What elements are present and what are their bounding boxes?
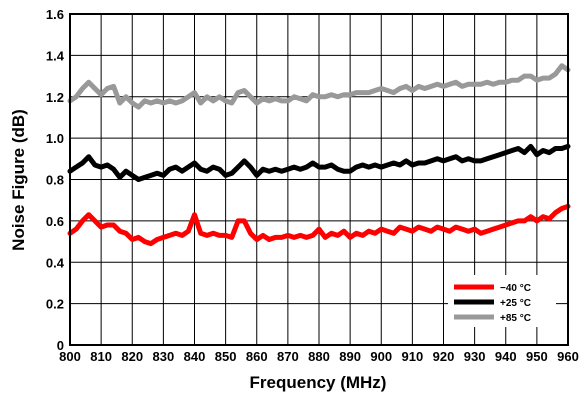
legend: −40 °C +25 °C +85 °C (448, 275, 556, 327)
x-tick-label: 820 (121, 349, 143, 364)
y-tick-label: 0.6 (46, 214, 64, 229)
y-tick-label: 1.2 (46, 90, 64, 105)
y-tick-label: 0.8 (46, 173, 64, 188)
x-tick-labels: 800 810 820 830 840 850 860 870 880 890 900 910 920 9… (59, 349, 579, 364)
series-line-1 (67, 143, 571, 182)
x-tick-label: 810 (90, 349, 112, 364)
x-tick-label: 900 (370, 349, 392, 364)
x-tick-label: 880 (308, 349, 330, 364)
x-tick-label: 840 (184, 349, 206, 364)
series-layer (67, 63, 571, 247)
y-tick-label: 1.4 (46, 48, 65, 63)
x-axis-title: Frequency (MHz) (250, 373, 387, 392)
x-tick-label: 800 (59, 349, 81, 364)
y-tick-labels: 0 0.2 0.4 0.6 0.8 1.0 1.2 1.4 1.6 (46, 7, 65, 353)
x-tick-label: 870 (277, 349, 299, 364)
x-tick-label: 950 (526, 349, 548, 364)
legend-label-0: −40 °C (500, 283, 531, 294)
series-line-0 (67, 203, 571, 247)
x-tick-label: 930 (464, 349, 486, 364)
legend-label-1: +25 °C (500, 298, 531, 309)
x-tick-label: 910 (402, 349, 424, 364)
x-tick-label: 860 (246, 349, 268, 364)
x-tick-label: 890 (339, 349, 361, 364)
y-tick-label: 0.2 (46, 297, 64, 312)
plot-frame (69, 13, 569, 346)
x-tick-label: 960 (557, 349, 579, 364)
y-tick-label: 1.0 (46, 131, 64, 146)
x-tick-label: 830 (153, 349, 175, 364)
x-tick-label: 940 (495, 349, 517, 364)
y-axis-title: Noise Figure (dB) (9, 109, 28, 251)
series-line-2 (67, 63, 571, 110)
y-tick-label: 0 (57, 338, 64, 353)
legend-label-2: +85 °C (500, 313, 531, 324)
x-tick-label: 850 (215, 349, 237, 364)
y-tick-label: 1.6 (46, 7, 64, 22)
y-tick-label: 0.4 (46, 255, 65, 270)
x-tick-label: 920 (433, 349, 455, 364)
